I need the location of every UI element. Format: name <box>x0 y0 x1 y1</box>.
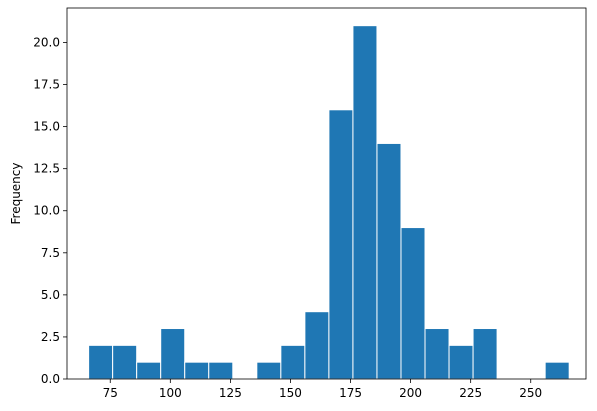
histogram-bar <box>376 142 402 380</box>
bars-group <box>88 25 570 380</box>
histogram-bar <box>424 328 450 380</box>
histogram-bar <box>208 361 234 380</box>
histogram-bar <box>88 344 114 380</box>
y-tick-label: 10.0 <box>33 204 60 218</box>
x-tick-label: 100 <box>159 386 182 400</box>
histogram-bar <box>136 361 162 380</box>
histogram-bar <box>256 361 282 380</box>
y-tick-label: 2.5 <box>41 330 60 344</box>
y-tick-label: 20.0 <box>33 35 60 49</box>
y-tick-label: 7.5 <box>41 246 60 260</box>
x-tick-label: 250 <box>519 386 542 400</box>
histogram-bar <box>304 311 330 380</box>
histogram-bar <box>472 328 498 380</box>
x-tick-label: 125 <box>219 386 242 400</box>
x-tick-label: 200 <box>399 386 422 400</box>
x-tick-label: 150 <box>279 386 302 400</box>
y-tick-label: 17.5 <box>33 78 60 92</box>
x-tick-label: 225 <box>459 386 482 400</box>
y-axis-ticks: 0.0 2.5 5.0 7.5 10.0 12.5 15.0 17.5 20.0 <box>33 35 67 386</box>
histogram-bar <box>400 227 426 380</box>
y-axis-label: Frequency <box>9 163 23 225</box>
x-axis-ticks: 75 100 125 150 175 200 225 250 <box>103 379 542 400</box>
y-tick-label: 12.5 <box>33 162 60 176</box>
histogram-bar <box>112 344 138 380</box>
histogram-bar <box>328 109 354 380</box>
histogram-bar <box>280 344 306 380</box>
plot-frame <box>66 7 587 380</box>
y-tick-label: 5.0 <box>41 288 60 302</box>
histogram-bar <box>544 361 570 380</box>
histogram-bar <box>160 328 186 380</box>
y-tick-label: 0.0 <box>41 372 60 386</box>
histogram-bar <box>448 344 474 380</box>
x-tick-label: 75 <box>103 386 118 400</box>
y-tick-label: 15.0 <box>33 120 60 134</box>
histogram-bar <box>352 25 378 380</box>
x-tick-label: 175 <box>339 386 362 400</box>
histogram-bar <box>184 361 210 380</box>
